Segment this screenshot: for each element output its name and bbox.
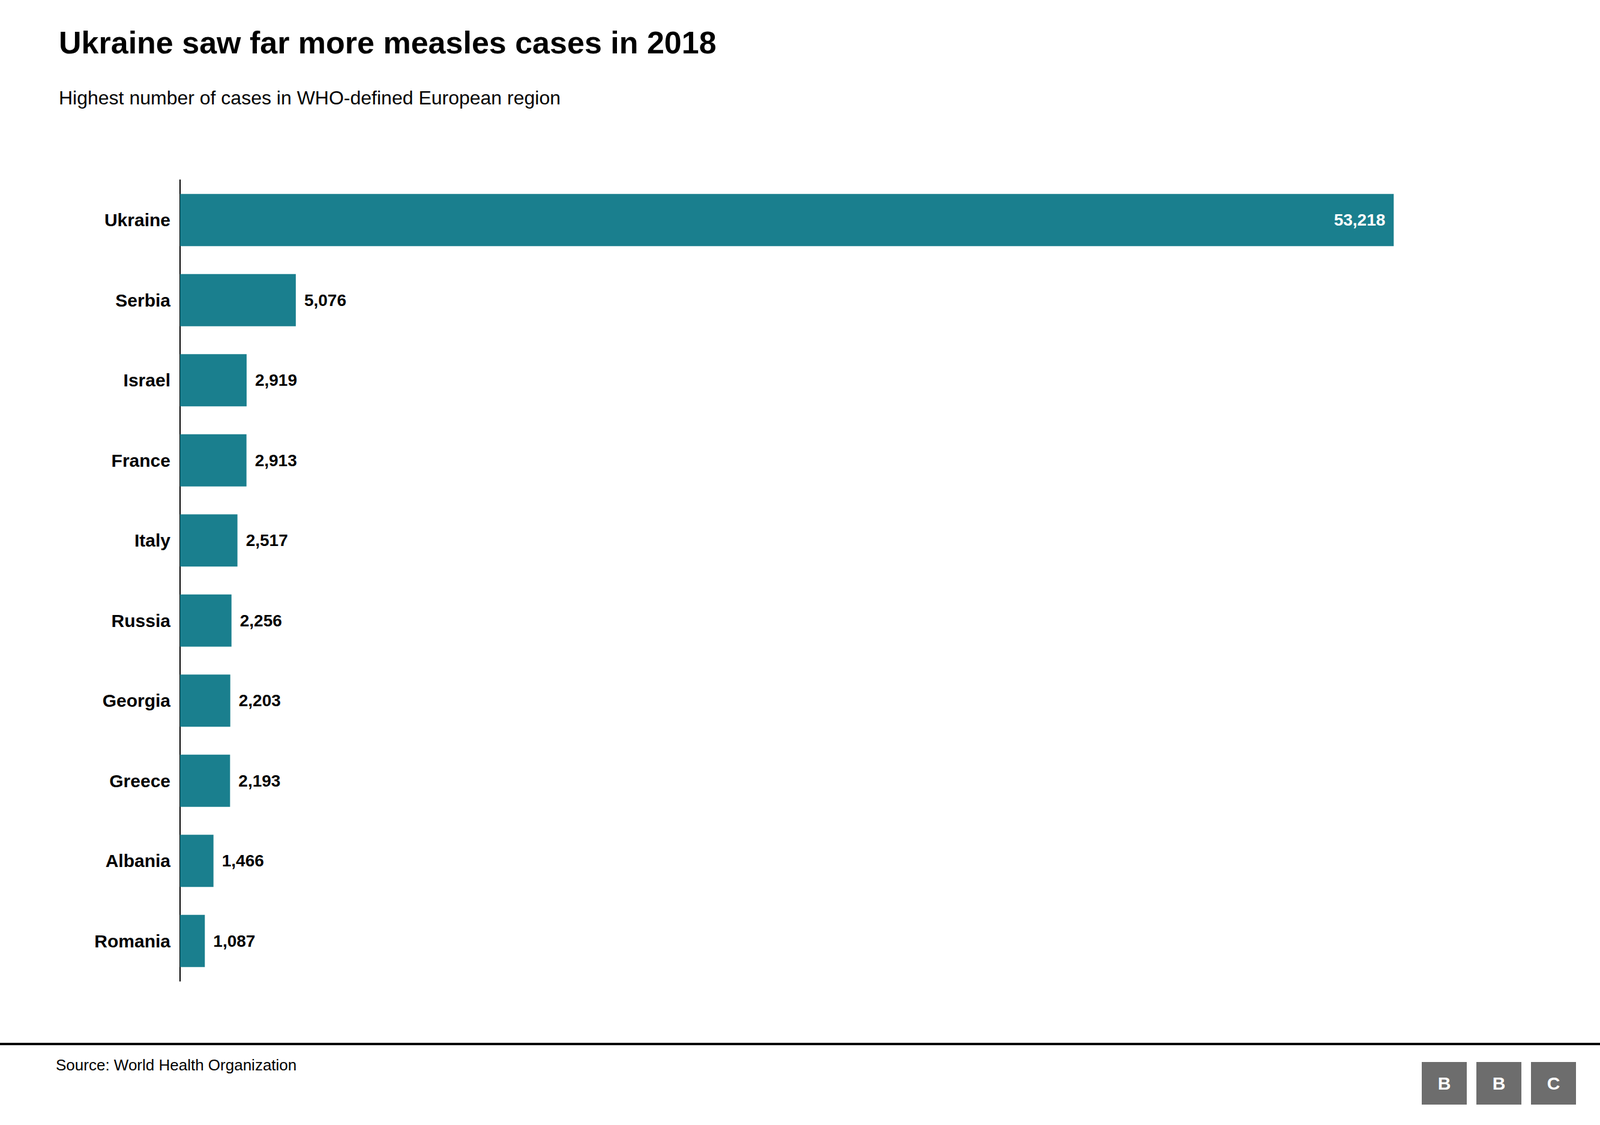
svg-text:Highest number of cases in WHO: Highest number of cases in WHO-defined E… <box>58 87 561 109</box>
svg-text:5,076: 5,076 <box>304 291 347 310</box>
svg-text:B: B <box>1437 1073 1452 1094</box>
svg-text:C: C <box>1547 1073 1561 1094</box>
svg-text:2,913: 2,913 <box>255 451 298 470</box>
svg-text:Russia: Russia <box>111 610 172 631</box>
svg-text:2,193: 2,193 <box>238 771 281 791</box>
svg-text:Albania: Albania <box>105 851 172 871</box>
svg-text:France: France <box>111 450 171 471</box>
svg-text:1,087: 1,087 <box>213 932 256 951</box>
svg-text:Source: World Health Organizat: Source: World Health Organization <box>55 1056 297 1075</box>
svg-text:Israel: Israel <box>123 370 171 391</box>
svg-text:Ukraine: Ukraine <box>104 210 171 230</box>
svg-text:Italy: Italy <box>134 530 171 551</box>
svg-text:Serbia: Serbia <box>115 290 171 311</box>
svg-text:Greece: Greece <box>109 771 171 791</box>
svg-text:53,218: 53,218 <box>1334 210 1386 230</box>
svg-text:B: B <box>1492 1073 1506 1094</box>
svg-text:2,256: 2,256 <box>240 611 283 631</box>
svg-text:Romania: Romania <box>94 931 171 952</box>
svg-text:Georgia: Georgia <box>102 690 172 711</box>
svg-text:1,466: 1,466 <box>222 851 265 871</box>
svg-text:2,517: 2,517 <box>246 531 289 550</box>
svg-text:2,919: 2,919 <box>255 370 298 390</box>
svg-text:Ukraine saw far more measles c: Ukraine saw far more measles cases in 20… <box>58 25 717 61</box>
svg-text:2,203: 2,203 <box>238 691 281 710</box>
